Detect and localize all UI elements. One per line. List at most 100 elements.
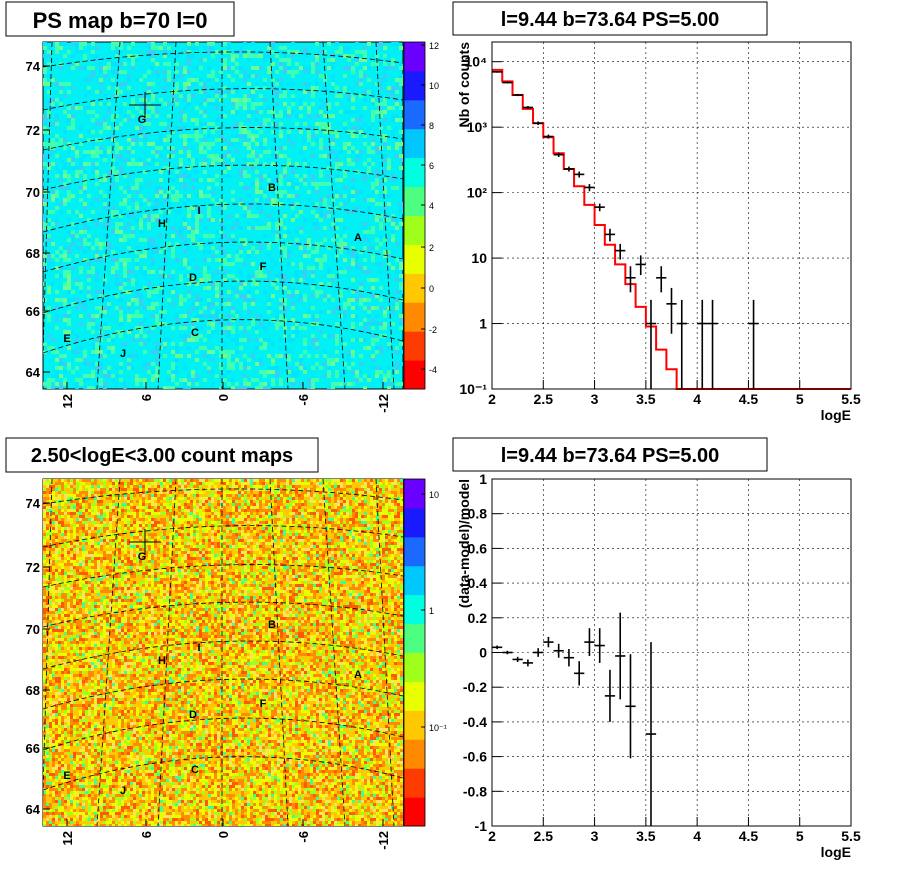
map-pixel — [343, 146, 347, 150]
map-pixel — [205, 494, 208, 497]
map-pixel — [289, 515, 292, 518]
colorbar-tick-label: -4 — [429, 365, 437, 375]
map-pixel — [169, 521, 172, 524]
map-pixel — [187, 150, 191, 154]
map-pixel — [127, 174, 131, 178]
map-pixel — [298, 506, 301, 509]
map-pixel — [143, 250, 147, 254]
meridian-line — [96, 42, 121, 389]
map-pixel — [59, 90, 63, 94]
map-pixel — [275, 202, 279, 206]
map-pixel — [241, 518, 244, 521]
map-pixel — [190, 521, 193, 524]
map-pixel — [232, 509, 235, 512]
map-pixel — [343, 485, 346, 488]
map-pixel — [43, 262, 47, 266]
map-pixel — [115, 366, 119, 370]
map-pixel — [67, 290, 71, 294]
map-pixel — [311, 222, 315, 226]
map-pixel — [235, 62, 239, 66]
map-pixel — [311, 326, 315, 330]
map-pixel — [340, 521, 343, 524]
map-pixel — [399, 258, 403, 262]
map-pixel — [142, 479, 145, 482]
map-pixel — [179, 378, 183, 382]
map-pixel — [187, 274, 191, 278]
map-pixel — [371, 142, 375, 146]
map-pixel — [379, 378, 383, 382]
map-pixel — [151, 250, 155, 254]
map-pixel — [363, 346, 367, 350]
map-pixel — [163, 102, 167, 106]
map-pixel — [289, 485, 292, 488]
map-pixel — [395, 290, 399, 294]
map-pixel — [247, 174, 251, 178]
map-pixel — [195, 218, 199, 222]
map-pixel — [139, 222, 143, 226]
map-pixel — [187, 374, 191, 378]
map-pixel — [340, 503, 343, 506]
map-pixel — [328, 521, 331, 524]
map-pixel — [199, 482, 202, 485]
map-pixel — [211, 314, 215, 318]
map-pixel — [311, 314, 315, 318]
map-pixel — [99, 78, 103, 82]
map-pixel — [307, 515, 310, 518]
map-pixel — [55, 350, 59, 354]
map-pixel — [160, 512, 163, 515]
map-pixel — [181, 503, 184, 506]
map-pixel — [55, 122, 59, 126]
map-pixel — [279, 282, 283, 286]
map-pixel — [184, 515, 187, 518]
map-pixel — [79, 491, 82, 494]
map-pixel — [51, 194, 55, 198]
map-pixel — [383, 374, 387, 378]
map-pixel — [64, 518, 67, 521]
map-pixel — [163, 62, 167, 66]
map-pixel — [183, 106, 187, 110]
map-pixel — [275, 262, 279, 266]
map-pixel — [232, 485, 235, 488]
map-pixel — [127, 146, 131, 150]
map-pixel — [340, 524, 343, 527]
map-pixel — [133, 524, 136, 527]
map-pixel — [243, 126, 247, 130]
map-pixel — [64, 503, 67, 506]
map-pixel — [263, 370, 267, 374]
map-pixel — [131, 366, 135, 370]
map-pixel — [178, 500, 181, 503]
map-pixel — [115, 246, 119, 250]
map-pixel — [139, 512, 142, 515]
map-pixel — [181, 506, 184, 509]
map-pixel — [79, 515, 82, 518]
map-pixel — [376, 497, 379, 500]
map-pixel — [195, 378, 199, 382]
map-pixel — [121, 488, 124, 491]
map-pixel — [103, 494, 106, 497]
map-pixel — [100, 512, 103, 515]
map-pixel — [283, 306, 287, 310]
map-pixel — [385, 518, 388, 521]
map-pixel — [103, 322, 107, 326]
map-pixel — [207, 186, 211, 190]
map-pixel — [183, 326, 187, 330]
map-pixel — [304, 524, 307, 527]
map-pixel — [311, 278, 315, 282]
map-pixel — [207, 258, 211, 262]
map-pixel — [275, 222, 279, 226]
map-pixel — [139, 500, 142, 503]
map-pixel — [64, 485, 67, 488]
map-pixel — [157, 482, 160, 485]
map-pixel — [379, 242, 383, 246]
map-pixel — [298, 524, 301, 527]
map-pixel — [286, 509, 289, 512]
map-pixel — [155, 186, 159, 190]
map-pixel — [61, 479, 64, 482]
map-pixel — [391, 218, 395, 222]
map-pixel — [262, 485, 265, 488]
map-pixel — [75, 62, 79, 66]
map-pixel — [51, 254, 55, 258]
map-pixel — [229, 521, 232, 524]
map-pixel — [323, 374, 327, 378]
map-pixel — [253, 512, 256, 515]
